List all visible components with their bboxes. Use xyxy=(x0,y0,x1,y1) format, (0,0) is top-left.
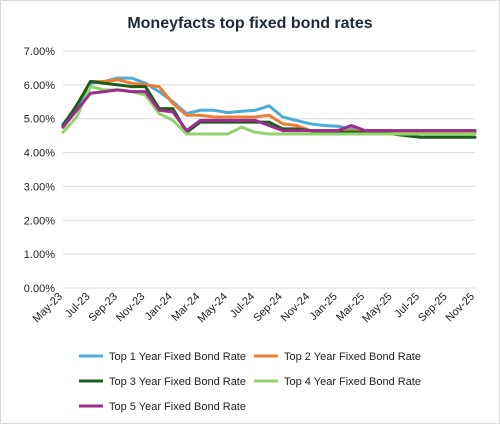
y-tick-label: 1.00% xyxy=(24,249,55,261)
x-tick-label: Sep-24 xyxy=(251,291,285,325)
y-tick-label: 4.00% xyxy=(24,148,55,160)
y-tick-label: 3.00% xyxy=(24,181,55,193)
x-tick-label: Jan-25 xyxy=(308,291,340,323)
x-tick-label: Nov-25 xyxy=(444,291,478,325)
legend-label: Top 3 Year Fixed Bond Rate xyxy=(109,376,246,388)
x-tick-label: Sep-25 xyxy=(416,291,450,325)
y-tick-label: 0.00% xyxy=(24,283,55,295)
series-lines xyxy=(61,76,477,139)
y-axis-ticks: 0.00% 1.00% 2.00% 3.00% 4.00% 5.00% 6.00% 7.00% xyxy=(24,46,55,295)
y-tick-label: 7.00% xyxy=(24,46,55,58)
legend-label: Top 1 Year Fixed Bond Rate xyxy=(109,351,246,363)
gridlines xyxy=(63,50,475,289)
y-tick-label: 2.00% xyxy=(24,215,55,227)
series-line-5 xyxy=(61,88,477,133)
legend-label: Top 5 Year Fixed Bond Rate xyxy=(109,401,246,413)
x-tick-label: May-24 xyxy=(195,291,229,325)
x-tick-label: Sep-23 xyxy=(86,291,120,325)
x-tick-label: May-23 xyxy=(31,291,65,325)
series-line-3 xyxy=(61,80,477,139)
x-tick-label: May-25 xyxy=(360,291,394,325)
legend: Top 1 Year Fixed Bond Rate Top 2 Year Fix… xyxy=(79,351,421,413)
x-axis-ticks: May-23Jul-23Sep-23Nov-23Jan-24Mar-24May-… xyxy=(31,291,477,325)
y-tick-label: 5.00% xyxy=(24,114,55,126)
chart-title: Moneyfacts top fixed bond rates xyxy=(127,15,372,32)
x-tick-label: Nov-24 xyxy=(279,291,313,325)
y-tick-label: 6.00% xyxy=(24,80,55,92)
legend-label: Top 4 Year Fixed Bond Rate xyxy=(284,376,421,388)
legend-label: Top 2 Year Fixed Bond Rate xyxy=(284,351,421,363)
x-tick-label: Nov-23 xyxy=(114,291,148,325)
series-line-2 xyxy=(61,78,477,134)
x-tick-label: Jan-24 xyxy=(143,291,175,323)
